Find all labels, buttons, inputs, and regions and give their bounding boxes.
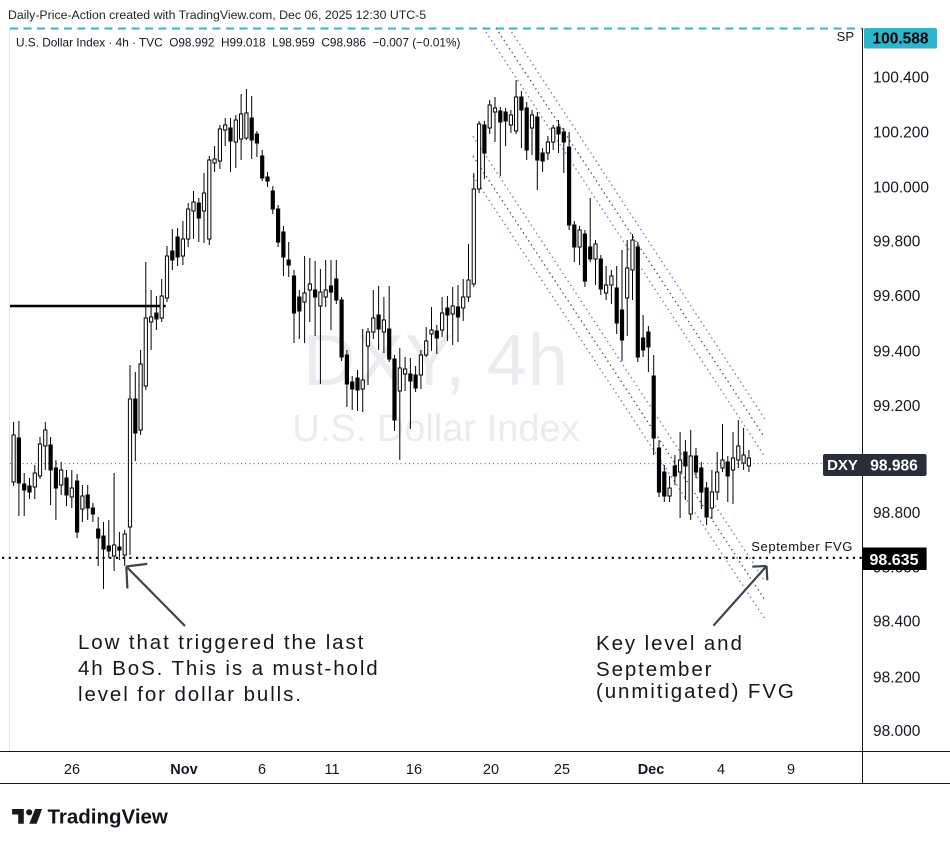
- svg-text:99.800: 99.800: [873, 234, 921, 251]
- svg-text:98.800: 98.800: [873, 505, 921, 522]
- svg-text:99.200: 99.200: [873, 398, 921, 415]
- svg-text:98.986: 98.986: [870, 458, 918, 475]
- svg-text:100.200: 100.200: [873, 125, 929, 142]
- svg-text:98.000: 98.000: [873, 723, 921, 740]
- svg-text:100.400: 100.400: [873, 70, 929, 87]
- svg-text:level for dollar bulls.: level for dollar bulls.: [78, 683, 303, 706]
- svg-text:TradingView: TradingView: [48, 806, 168, 829]
- svg-text:Dec: Dec: [638, 762, 665, 778]
- svg-text:DXY: DXY: [827, 457, 858, 474]
- svg-text:September: September: [596, 658, 713, 681]
- svg-text:99.600: 99.600: [873, 288, 921, 305]
- svg-text:4h BoS. This is a must-hold: 4h BoS. This is a must-hold: [78, 657, 380, 680]
- svg-text:26: 26: [64, 762, 80, 778]
- svg-text:Key level and: Key level and: [596, 632, 744, 655]
- svg-text:4: 4: [717, 762, 725, 778]
- svg-text:Daily-Price-Action created wit: Daily-Price-Action created with TradingV…: [8, 8, 426, 22]
- svg-text:99.400: 99.400: [873, 344, 921, 361]
- svg-text:100.000: 100.000: [873, 180, 929, 197]
- svg-text:20: 20: [483, 762, 499, 778]
- svg-text:100.588: 100.588: [872, 31, 928, 48]
- svg-text:16: 16: [406, 762, 422, 778]
- svg-text:98.400: 98.400: [873, 613, 921, 630]
- svg-text:25: 25: [554, 762, 570, 778]
- svg-text:98.200: 98.200: [873, 670, 921, 687]
- svg-text:Low that triggered the last: Low that triggered the last: [78, 631, 365, 654]
- svg-text:U.S. Dollar Index: U.S. Dollar Index: [292, 408, 579, 450]
- svg-text:98.635: 98.635: [870, 552, 919, 569]
- svg-text:Nov: Nov: [170, 762, 197, 778]
- svg-text:SP: SP: [837, 29, 854, 44]
- svg-text:(unmitigated) FVG: (unmitigated) FVG: [596, 680, 796, 703]
- svg-text:11: 11: [324, 762, 339, 778]
- svg-text:September FVG: September FVG: [751, 539, 853, 554]
- svg-text:U.S. Dollar Index · 4h · TVC: U.S. Dollar Index · 4h · TVC O98.992 H99…: [16, 36, 460, 50]
- svg-text:6: 6: [258, 762, 266, 778]
- svg-text:9: 9: [787, 762, 795, 778]
